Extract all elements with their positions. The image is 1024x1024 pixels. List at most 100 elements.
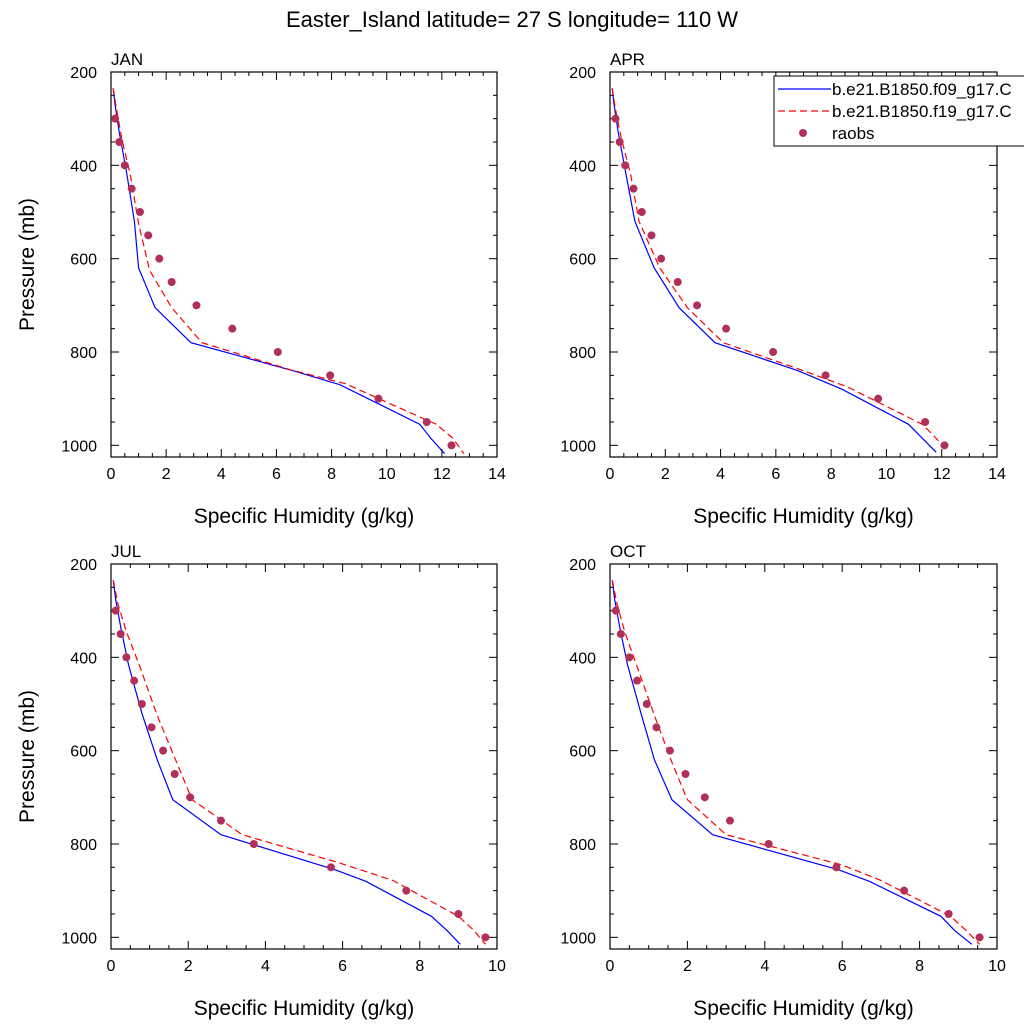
y-axis-label: Pressure (mb)	[16, 690, 39, 823]
legend: b.e21.B1850.f09_g17.C b.e21.B1850.f19_g17…	[773, 75, 1024, 147]
y-tick-label: 800	[70, 345, 97, 362]
raobs-point	[693, 301, 702, 310]
x-tick-label: 10	[488, 958, 506, 975]
raobs-point	[657, 254, 666, 263]
raobs-point	[170, 770, 179, 778]
x-tick-label: 6	[272, 466, 281, 483]
raobs-point	[120, 161, 129, 170]
y-tick-label: 200	[569, 65, 596, 82]
raobs-point	[921, 418, 930, 426]
raobs-point	[115, 138, 124, 146]
x-tick-label: 8	[827, 466, 836, 483]
raobs-point	[273, 348, 282, 356]
legend-label: b.e21.B1850.f19_g17.C	[832, 102, 1012, 121]
panel-title: JUL	[111, 542, 141, 561]
raobs-point	[764, 840, 773, 848]
figure-title: Easter_Island latitude= 27 S longitude= …	[286, 7, 738, 32]
raobs-point	[832, 863, 841, 872]
raobs-point	[642, 700, 651, 708]
raobs-point	[422, 418, 431, 426]
series-f09-line	[611, 580, 973, 945]
raobs-point	[625, 653, 634, 662]
series-f09-line	[112, 88, 446, 455]
panel-title: APR	[610, 50, 645, 69]
panel-jul: JUL 0 2 4 6 8 10 200 400 600 800 1000 Specific Humid…	[16, 542, 506, 1020]
x-tick-label: 14	[488, 466, 506, 483]
y-axis-label: Pressure (mb)	[16, 198, 39, 331]
panel-oct: OCT 0 2 4 6 8 10 200 400 600 800 1000 Specific Humid…	[560, 542, 1006, 1020]
raobs-point	[122, 653, 131, 662]
x-axis-label: Specific Humidity (g/kg)	[194, 997, 415, 1020]
y-tick-label: 400	[70, 158, 97, 175]
series-f19-line	[611, 580, 981, 945]
raobs-point	[700, 793, 709, 802]
series-f09-line	[611, 88, 937, 453]
raobs-point	[111, 114, 120, 123]
raobs-point	[652, 723, 661, 732]
x-tick-label: 8	[327, 466, 336, 483]
raobs-point	[940, 441, 949, 450]
raobs-point	[155, 254, 164, 263]
x-tick-label: 12	[433, 466, 451, 483]
raobs-point	[228, 324, 237, 333]
y-tick-label: 600	[70, 744, 97, 761]
x-tick-label: 2	[661, 466, 670, 483]
y-tick-label: 800	[70, 837, 97, 854]
legend-marker-raobs	[799, 129, 807, 137]
raobs-point	[137, 700, 146, 708]
raobs-point	[621, 161, 630, 170]
x-tick-label: 10	[878, 466, 896, 483]
x-tick-label: 8	[915, 958, 924, 975]
raobs-point	[402, 886, 411, 895]
y-tick-label: 600	[569, 744, 596, 761]
raobs-point	[144, 231, 153, 240]
x-tick-label: 0	[606, 466, 615, 483]
raobs-point	[821, 371, 830, 380]
y-tick-label: 200	[569, 557, 596, 574]
y-tick-label: 200	[70, 557, 97, 574]
raobs-point	[327, 863, 336, 872]
x-tick-label: 4	[217, 466, 226, 483]
panel-jan: JAN 0 2 4 6 8 10 12 14 200 400 600 800 1000 Specific H…	[16, 50, 506, 528]
y-tick-label: 1000	[61, 930, 97, 947]
legend-label: raobs	[832, 124, 875, 143]
x-tick-label: 0	[107, 958, 116, 975]
x-tick-label: 2	[184, 958, 193, 975]
x-tick-label: 0	[107, 466, 116, 483]
raobs-point	[481, 933, 490, 942]
panel-title: JAN	[111, 50, 143, 69]
x-tick-label: 2	[683, 958, 692, 975]
y-tick-label: 600	[569, 252, 596, 269]
raobs-point	[615, 138, 624, 146]
y-tick-label: 600	[70, 252, 97, 269]
y-tick-label: 400	[569, 158, 596, 175]
raobs-point	[681, 770, 690, 778]
raobs-point	[186, 793, 195, 802]
x-tick-label: 12	[933, 466, 951, 483]
raobs-point	[611, 114, 620, 123]
raobs-point	[374, 394, 383, 403]
raobs-point	[249, 840, 258, 848]
x-tick-label: 4	[261, 958, 270, 975]
x-tick-label: 4	[716, 466, 725, 483]
series-raobs	[611, 606, 984, 942]
y-tick-label: 400	[70, 650, 97, 667]
raobs-point	[637, 208, 646, 216]
y-tick-label: 200	[70, 65, 97, 82]
raobs-point	[127, 184, 136, 193]
raobs-point	[629, 184, 638, 193]
y-tick-label: 1000	[560, 438, 596, 455]
raobs-point	[944, 910, 953, 918]
raobs-point	[769, 348, 778, 356]
series-raobs	[111, 606, 490, 942]
x-axis-label: Specific Humidity (g/kg)	[693, 505, 914, 528]
x-tick-label: 6	[338, 958, 347, 975]
x-axis-label: Specific Humidity (g/kg)	[693, 997, 914, 1020]
raobs-point	[116, 630, 125, 638]
series-raobs	[111, 114, 456, 450]
raobs-point	[725, 816, 734, 825]
y-tick-label: 1000	[560, 930, 596, 947]
